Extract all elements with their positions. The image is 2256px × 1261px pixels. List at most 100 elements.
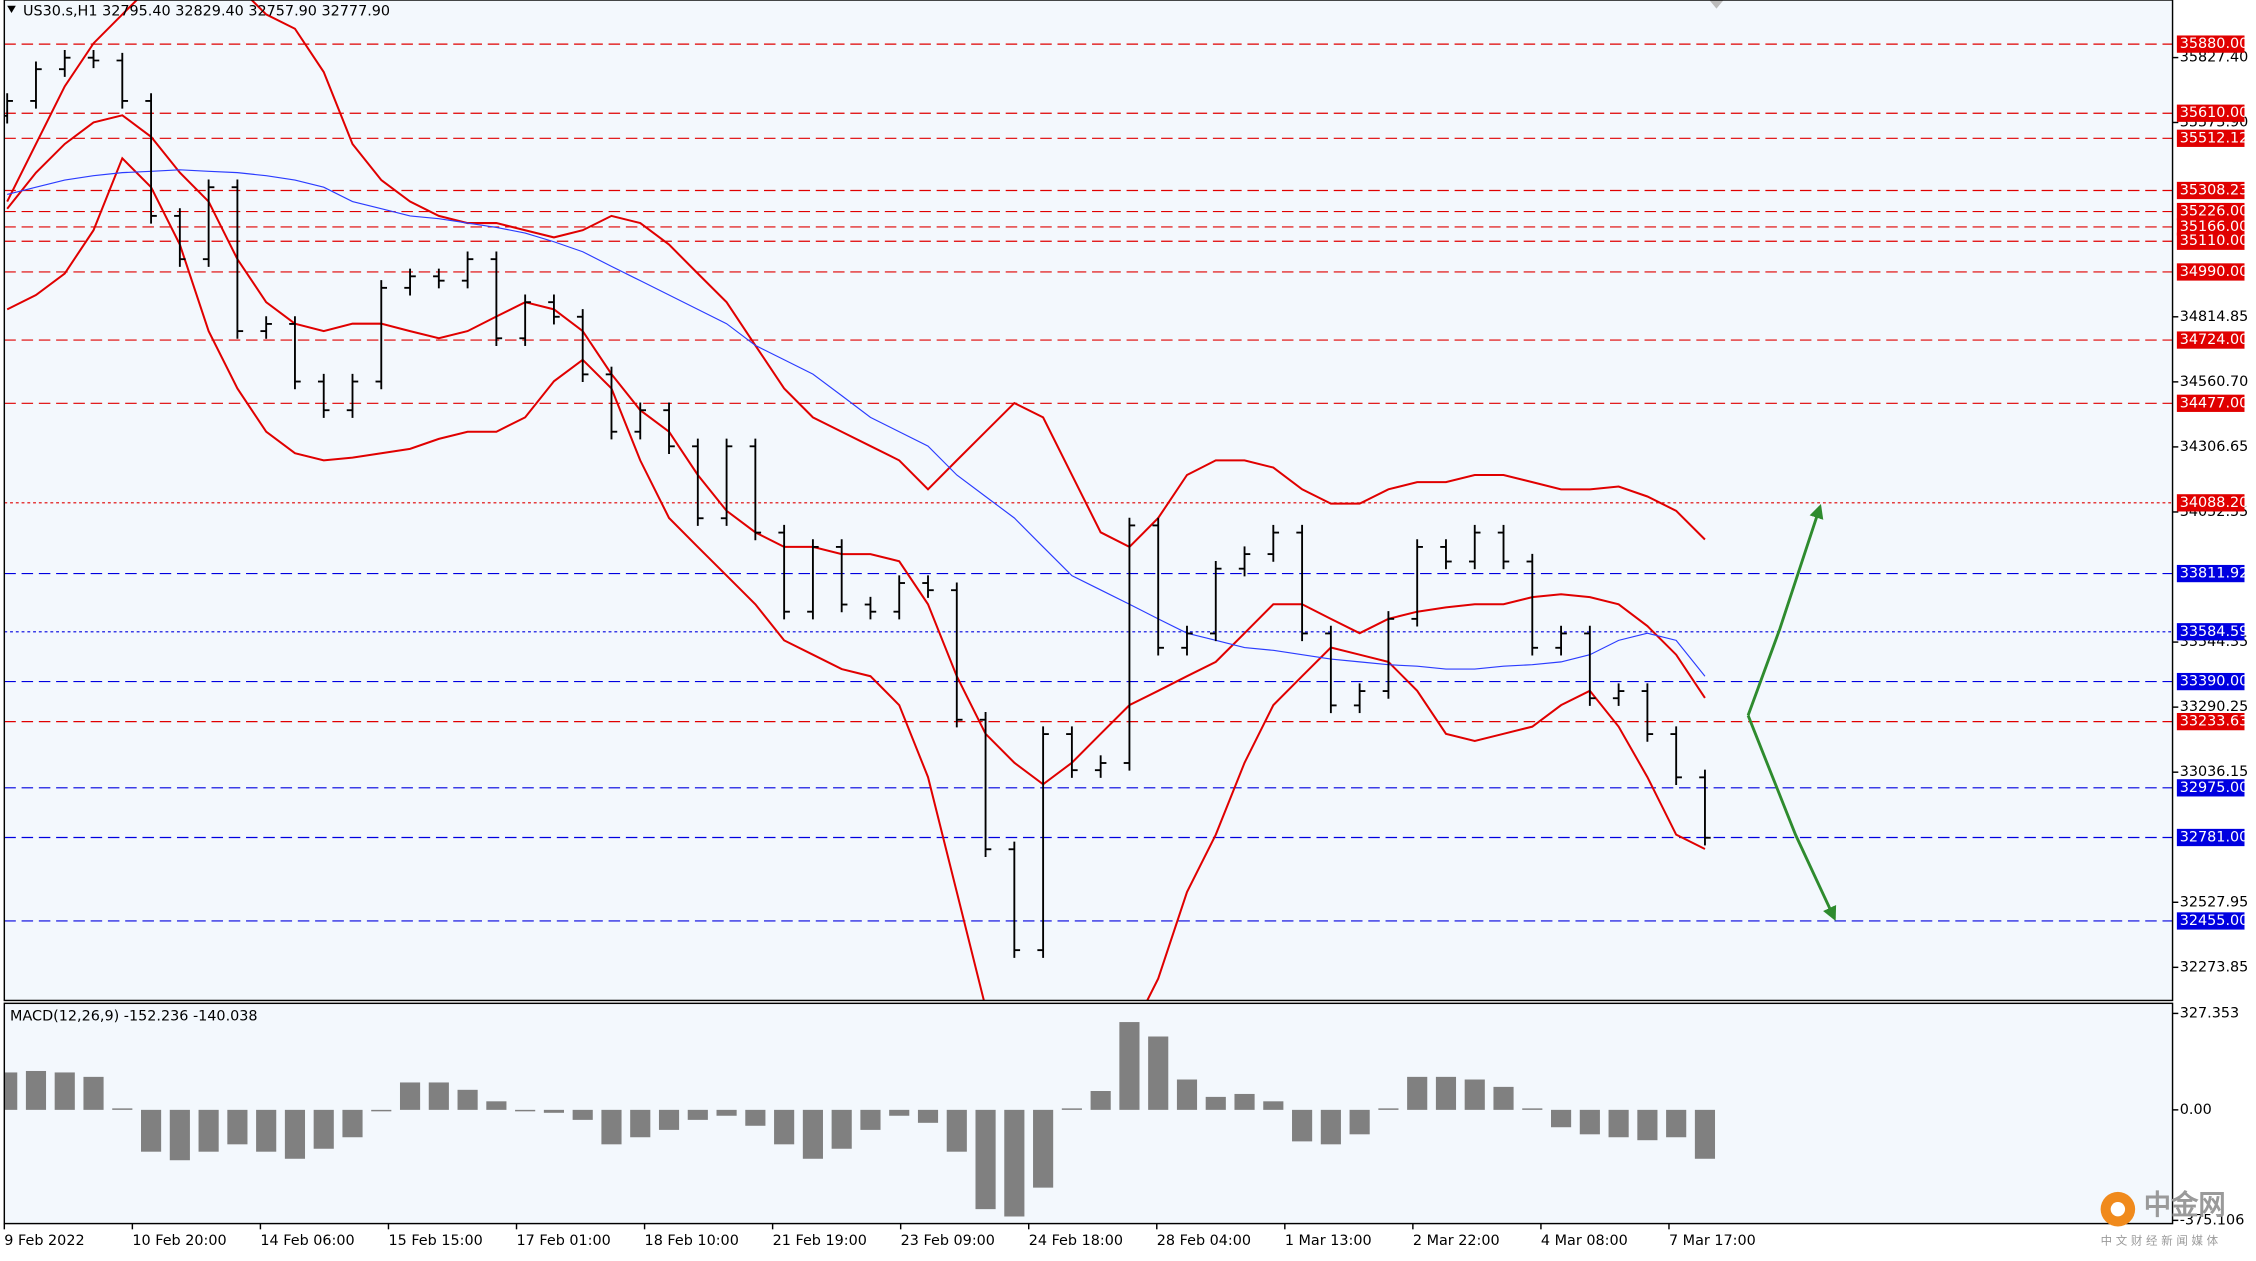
- moving-average: [7, 169, 1706, 677]
- macd-bar: [543, 1109, 564, 1113]
- macd-bar: [83, 1076, 104, 1110]
- macd-bar: [687, 1109, 708, 1120]
- macd-bar: [342, 1109, 363, 1138]
- level-label: 33584.59: [2180, 624, 2249, 640]
- level-tag: [2176, 35, 2245, 53]
- price-series: [4, 0, 2173, 1001]
- level-tag: [2176, 564, 2245, 583]
- level-label: 34990.00: [2180, 264, 2249, 280]
- macd-bar: [313, 1109, 334, 1149]
- macd-bar: [371, 1109, 392, 1112]
- macd-bar: [946, 1109, 967, 1152]
- level-label: 35512.12: [2180, 130, 2249, 146]
- macd-bar: [486, 1101, 507, 1110]
- level-label: 35610.00: [2180, 105, 2249, 121]
- y-tick-label: 33290.25: [2180, 699, 2249, 715]
- macd-bar: [457, 1089, 478, 1110]
- x-tick-label: 2 Mar 22:00: [1413, 1233, 1500, 1249]
- macd-bar: [1234, 1093, 1255, 1110]
- x-tick-label: 21 Feb 19:00: [773, 1233, 867, 1249]
- level-tag: [2176, 331, 2245, 349]
- macd-bar: [774, 1109, 795, 1145]
- macd-bar: [284, 1109, 306, 1159]
- macd-bar: [802, 1109, 823, 1159]
- level-tag: [2176, 232, 2245, 250]
- x-tick-label: 15 Feb 15:00: [388, 1233, 482, 1249]
- level-label: 33233.63: [2180, 714, 2249, 730]
- y-tick-label: 34560.70: [2180, 374, 2249, 390]
- level-label: 35226.00: [2180, 204, 2249, 220]
- macd-bar: [227, 1109, 248, 1145]
- macd-bar: [1263, 1101, 1284, 1110]
- macd-bar: [630, 1109, 651, 1138]
- macd-bar: [1435, 1076, 1457, 1110]
- macd-bar: [1033, 1109, 1054, 1188]
- macd-y-tick-label: -375.106: [2180, 1212, 2245, 1228]
- level-tag: [2176, 779, 2245, 797]
- y-tick-label: 33036.15: [2180, 764, 2249, 780]
- macd-bar: [4, 1072, 18, 1110]
- macd-label: MACD(12,26,9) -152.236 -140.038: [10, 1008, 258, 1024]
- x-tick-label: 14 Feb 06:00: [260, 1233, 354, 1249]
- level-tag: [2176, 394, 2245, 412]
- x-tick-label: 23 Feb 09:00: [901, 1233, 995, 1249]
- lower-band: [6, 156, 1706, 1001]
- macd-bar: [1637, 1109, 1658, 1141]
- macd-bar: [1666, 1109, 1687, 1138]
- macd-bar: [889, 1109, 910, 1116]
- level-label: 34477.00: [2180, 395, 2249, 411]
- macd-bar: [601, 1109, 622, 1145]
- macd-bar: [1119, 1022, 1140, 1110]
- level-label: 35880.00: [2180, 36, 2249, 52]
- level-label: 35110.00: [2180, 233, 2249, 249]
- level-tag: [2176, 202, 2245, 221]
- macd-bar: [428, 1082, 449, 1110]
- macd-bar: [1061, 1108, 1082, 1110]
- level-tag: [2176, 263, 2245, 281]
- logo-inner: [2110, 1201, 2126, 1217]
- macd-bar: [1464, 1079, 1485, 1110]
- macd-bar: [256, 1109, 277, 1152]
- macd-bar: [515, 1109, 536, 1112]
- macd-bar: [25, 1070, 47, 1110]
- level-label: 33811.92: [2180, 566, 2249, 582]
- macd-bar: [54, 1072, 75, 1110]
- level-tag: [2176, 218, 2245, 236]
- macd-bar: [1004, 1109, 1025, 1217]
- macd-frame: [3, 1002, 2174, 1225]
- macd-bar: [1378, 1108, 1399, 1110]
- macd-bar: [141, 1109, 162, 1152]
- x-tick-label: 1 Mar 13:00: [1285, 1233, 1372, 1249]
- macd-bar: [831, 1109, 852, 1149]
- x-tick-label: 4 Mar 08:00: [1541, 1233, 1628, 1249]
- arrow-up: [1746, 503, 1824, 716]
- macd-bar: [1148, 1036, 1169, 1110]
- level-label: 32975.00: [2180, 780, 2249, 796]
- x-tick-label: 10 Feb 20:00: [132, 1233, 226, 1249]
- macd-bar: [1292, 1109, 1313, 1142]
- macd-panel: [4, 1003, 2173, 1224]
- macd-bar: [112, 1108, 133, 1110]
- upper-band: [6, 0, 1706, 549]
- macd-bar: [658, 1109, 680, 1130]
- watermark: 中金网: [2144, 1189, 2226, 1221]
- macd-bar: [1090, 1091, 1111, 1110]
- watermark-sub: 中 文 财 经 新 闻 媒 体: [2101, 1233, 2219, 1247]
- macd-bar: [1176, 1079, 1198, 1110]
- level-label: 35166.00: [2180, 219, 2249, 235]
- macd-bar: [1320, 1109, 1341, 1145]
- macd-bar: [860, 1109, 881, 1130]
- macd-bar: [1694, 1109, 1716, 1159]
- macd-bar: [198, 1109, 219, 1152]
- x-tick-label: 7 Mar 17:00: [1669, 1233, 1756, 1249]
- macd-bar: [572, 1109, 593, 1120]
- level-tag: [2176, 494, 2245, 512]
- level-tag: [2176, 712, 2245, 731]
- x-tick-label: 18 Feb 10:00: [645, 1233, 739, 1249]
- scroll-marker: [1709, 0, 1724, 9]
- y-tick-label: 32527.95: [2180, 894, 2249, 910]
- macd-bar: [745, 1109, 766, 1126]
- level-tag: [2176, 129, 2245, 147]
